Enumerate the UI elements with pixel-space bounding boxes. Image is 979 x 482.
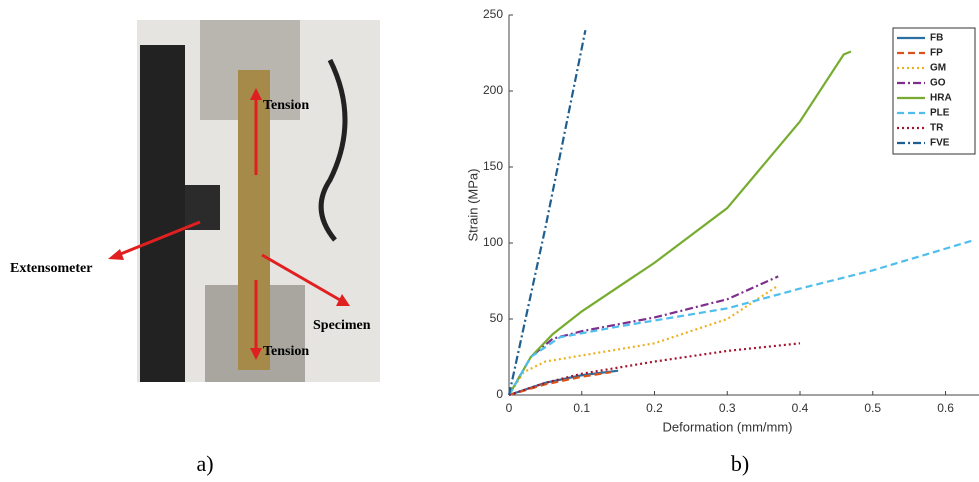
photo-label: Tension <box>263 344 309 359</box>
arrow <box>261 253 341 302</box>
legend-box <box>892 27 976 155</box>
cable <box>318 58 348 242</box>
line <box>507 29 587 396</box>
arrow-head <box>250 348 262 360</box>
x-tick-label: 0.2 <box>646 401 663 415</box>
y-tick-label: 250 <box>483 7 503 21</box>
line <box>508 238 975 396</box>
legend-label: PLE <box>930 108 950 119</box>
chart: 0 50 100 150 200 250 0 0.1 0.2 0.3 0.4 0.5 0.6 Deform… <box>465 7 979 434</box>
legend-label: GM <box>930 63 946 74</box>
specimen <box>238 70 270 370</box>
panel-caption: a) <box>196 451 213 476</box>
legend-label: FVE <box>930 138 950 149</box>
x-axis-label: Deformation (mm/mm) <box>662 419 792 434</box>
arrow-head <box>250 88 262 100</box>
line <box>508 275 779 396</box>
legend-label: HRA <box>930 93 952 104</box>
y-tick-label: 0 <box>496 387 503 401</box>
x-tick-label: 0 <box>506 401 513 415</box>
line <box>508 50 852 396</box>
y-tick-label: 100 <box>483 235 503 249</box>
x-tick-label: 0.1 <box>573 401 590 415</box>
panel-caption: b) <box>731 451 749 476</box>
photo-label: Extensometer <box>10 261 92 276</box>
legend-label: TR <box>930 123 944 134</box>
line <box>508 342 801 397</box>
legend-label: FP <box>930 48 943 59</box>
arrow-head <box>336 294 350 306</box>
machine-column <box>140 45 185 382</box>
legend-label: FB <box>930 33 943 44</box>
photo-label: Tension <box>263 98 309 113</box>
photo: Tension Tension Extensometer Specimen <box>10 20 380 382</box>
y-tick-label: 200 <box>483 83 503 97</box>
y-tick-label: 150 <box>483 159 503 173</box>
x-tick-label: 0.4 <box>792 401 809 415</box>
y-tick-label: 50 <box>490 311 504 325</box>
arrow-head <box>108 249 124 260</box>
x-tick-label: 0.6 <box>937 401 954 415</box>
legend-label: GO <box>930 78 946 89</box>
extensometer <box>185 185 220 230</box>
photo-label: Specimen <box>313 318 371 333</box>
x-tick-label: 0.5 <box>864 401 881 415</box>
x-tick-label: 0.3 <box>719 401 736 415</box>
line <box>508 371 612 397</box>
y-axis-label: Strain (MPa) <box>465 169 480 242</box>
arrow <box>117 220 201 257</box>
